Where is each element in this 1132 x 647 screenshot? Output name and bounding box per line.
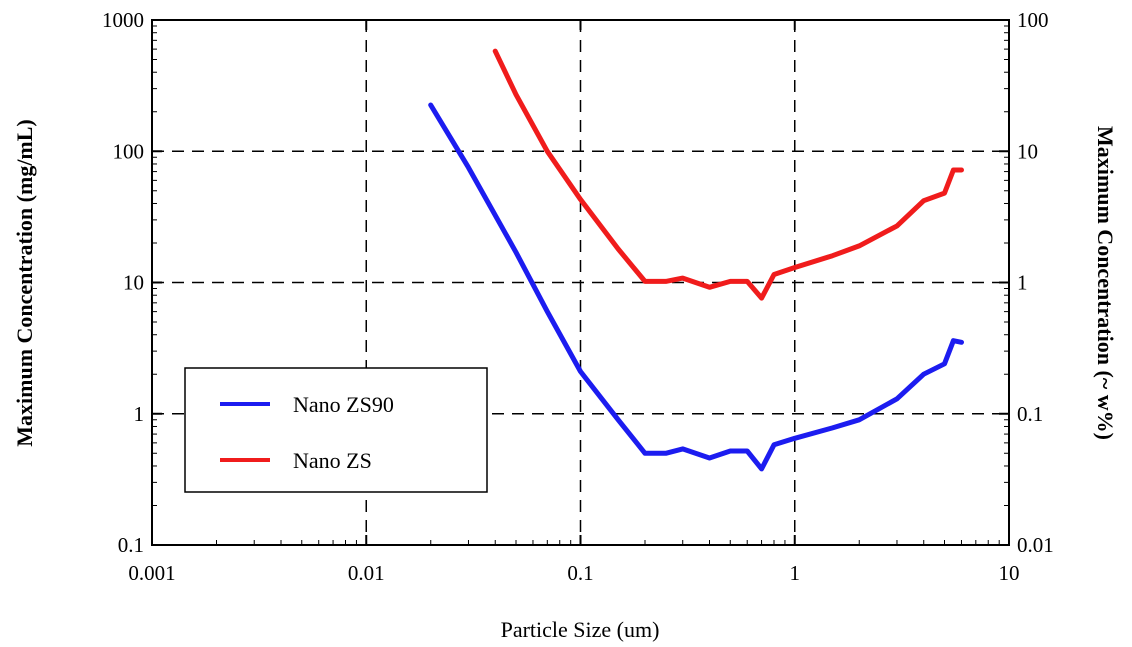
y2-axis-title: Maximum Concentration (~ w%)	[1093, 126, 1118, 440]
x-tick-label: 0.1	[567, 561, 593, 585]
x-axis-title: Particle Size (um)	[501, 617, 660, 642]
y2-tick-label: 100	[1017, 8, 1049, 32]
x-tick-label: 1	[790, 561, 801, 585]
x-tick-label: 10	[999, 561, 1020, 585]
y2-tick-label: 0.01	[1017, 533, 1054, 557]
series-line-nano-zs90	[428, 102, 964, 472]
series-line-nano-zs	[492, 48, 964, 301]
y-tick-label: 0.1	[118, 533, 144, 557]
y-axis-title: Maximum Concentration (mg/mL)	[12, 119, 37, 447]
x-tick-label: 0.01	[348, 561, 385, 585]
series-lines	[428, 48, 964, 472]
axis-ticks: 0.001 0.01 0.1 1 10 0.1 0.01 1 0.1 10 1 100 10 1000 10…	[102, 8, 1054, 585]
legend-label-nano-zs: Nano ZS	[293, 448, 372, 473]
y2-tick-label: 0.1	[1017, 402, 1043, 426]
y-tick-label: 10	[123, 271, 144, 295]
legend-box	[184, 367, 488, 493]
legend: Nano ZS90 Nano ZS	[184, 367, 488, 493]
y-tick-label: 1	[134, 402, 145, 426]
y-tick-label: 100	[113, 139, 145, 163]
y2-tick-label: 10	[1017, 139, 1038, 163]
y-tick-label: 1000	[102, 8, 144, 32]
x-tick-label: 0.001	[128, 561, 175, 585]
y2-tick-label: 1	[1017, 271, 1028, 295]
legend-label-nano-zs90: Nano ZS90	[293, 392, 394, 417]
